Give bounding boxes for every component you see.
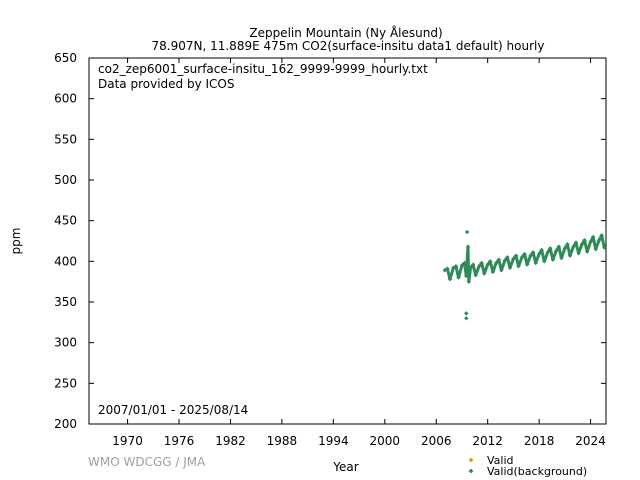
y-tick-label: 500 <box>54 173 77 187</box>
x-tick-label: 1976 <box>164 434 195 448</box>
y-tick-label: 450 <box>54 214 77 228</box>
chart-title: Zeppelin Mountain (Ny Ålesund) <box>249 25 442 40</box>
chart-subtitle: 78.907N, 11.889E 475m CO2(surface-insitu… <box>152 39 545 53</box>
x-tick-label: 2018 <box>524 434 555 448</box>
legend-label-valid-background: Valid(background) <box>487 465 587 478</box>
y-tick-label: 300 <box>54 336 77 350</box>
y-axis: 200 250 300 350 400 450 500 550 600 650 <box>54 51 606 431</box>
data-point <box>464 311 469 316</box>
series-band-segment <box>482 264 490 275</box>
series-band-segment <box>577 243 584 254</box>
x-tick-label: 2006 <box>421 434 452 448</box>
data-point <box>464 316 469 321</box>
series-band-segment <box>600 234 606 248</box>
x-tick-label: 2000 <box>370 434 401 448</box>
series-band-segment <box>517 256 524 267</box>
y-tick-label: 350 <box>54 295 77 309</box>
series-band-segment <box>560 247 567 259</box>
x-tick-label: 1970 <box>112 434 143 448</box>
x-axis: 1970 1976 1982 1988 1994 2000 2006 2012 2018 2024 <box>112 58 606 448</box>
x-tick-label: 2012 <box>472 434 503 448</box>
legend-marker-valid-background <box>468 468 474 474</box>
annotation-date-range: 2007/01/01 - 2025/08/14 <box>98 403 248 417</box>
data-point <box>464 229 470 235</box>
x-tick-label: 2024 <box>575 434 606 448</box>
series-band-segment <box>594 239 601 250</box>
watermark: WMO WDCGG / JMA <box>88 455 206 469</box>
annotation-filename: co2_zep6001_surface-insitu_162_9999-9999… <box>98 62 428 76</box>
y-tick-label: 250 <box>54 376 77 390</box>
series-band-segment <box>448 267 455 280</box>
legend-label-valid: Valid <box>487 454 514 467</box>
y-axis-label: ppm <box>9 228 23 255</box>
series-band-segment <box>508 258 515 269</box>
series-band-segment <box>499 260 507 271</box>
series-band-segment <box>568 246 575 257</box>
series-band-segment <box>457 264 464 279</box>
series-band-segment <box>534 253 541 264</box>
x-tick-label: 1994 <box>318 434 349 448</box>
legend: Valid Valid(background) <box>468 454 587 478</box>
series-band-segment <box>551 250 558 261</box>
series-band-segment <box>474 265 481 276</box>
x-tick-label: 1982 <box>215 434 246 448</box>
y-tick-label: 600 <box>54 92 77 106</box>
series-band-segment <box>542 251 550 262</box>
series-band-segment <box>491 262 498 273</box>
data-points <box>442 229 607 321</box>
y-tick-label: 550 <box>54 132 77 146</box>
y-tick-label: 400 <box>54 254 77 268</box>
x-axis-label: Year <box>332 460 358 474</box>
series-band-segment <box>525 255 532 266</box>
series-band-segment <box>585 241 592 253</box>
y-tick-label: 200 <box>54 417 77 431</box>
y-tick-label: 650 <box>54 51 77 65</box>
series-band-segment <box>467 267 473 282</box>
annotation-provider: Data provided by ICOS <box>98 77 234 91</box>
plot-frame <box>88 57 607 425</box>
legend-marker-valid <box>468 457 474 463</box>
x-tick-label: 1988 <box>267 434 298 448</box>
